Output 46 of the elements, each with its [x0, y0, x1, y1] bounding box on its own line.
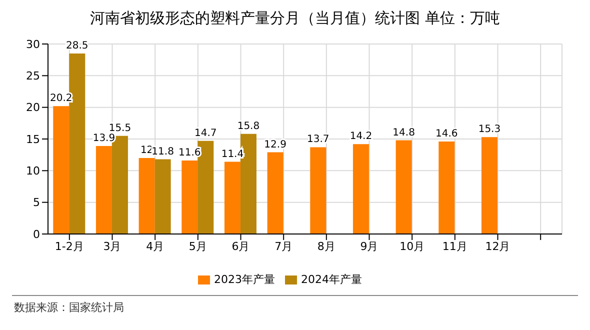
y-tick-label: 30 — [26, 38, 40, 51]
y-tick-label: 0 — [33, 228, 40, 241]
bar — [138, 158, 155, 234]
bar — [267, 152, 284, 234]
x-tick-label: 1-2月 — [54, 240, 84, 253]
data-label: 14.6 — [436, 128, 458, 140]
legend-label: 2024年产量 — [301, 273, 362, 286]
x-tick-label: 3月 — [103, 240, 122, 253]
y-tick-label: 25 — [26, 70, 40, 83]
bar — [182, 160, 198, 234]
bar — [438, 142, 455, 234]
bar — [310, 147, 326, 234]
bar — [481, 137, 498, 234]
x-tick-label: 12月 — [485, 240, 510, 253]
x-tick-label: 6月 — [232, 240, 250, 253]
data-label: 12 — [140, 145, 154, 156]
data-label: 14.7 — [194, 128, 217, 139]
x-tick-label: 8月 — [317, 240, 336, 253]
data-label: 15.5 — [108, 122, 132, 134]
y-tick-label: 20 — [26, 101, 40, 114]
chart-title: 河南省初级形态的塑料产量分月（当月值）统计图 单位：万吨 — [89, 8, 501, 29]
x-tick-label: 4月 — [146, 240, 164, 253]
data-label: 14.8 — [392, 127, 415, 138]
y-tick-label: 10 — [26, 164, 40, 178]
data-label: 15.3 — [478, 124, 501, 136]
bar — [396, 140, 412, 234]
data-label: 13.7 — [307, 134, 330, 146]
x-tick-label: 9月 — [360, 240, 378, 253]
y-tick-label: 5 — [33, 196, 40, 210]
data-label: 15.8 — [237, 120, 260, 132]
data-label: 28.5 — [66, 40, 88, 52]
source-note: 数据来源：国家统计局 — [13, 300, 125, 316]
y-tick-label: 15 — [26, 132, 40, 146]
bar — [352, 144, 369, 234]
x-tick-label: 11月 — [442, 240, 468, 253]
bar — [154, 159, 171, 234]
x-tick-label: 10月 — [400, 240, 425, 253]
data-label: 12.9 — [264, 139, 286, 150]
x-tick-label: 7月 — [274, 240, 293, 253]
data-label: 11.8 — [152, 146, 174, 158]
data-label: 14.2 — [350, 131, 372, 142]
bar — [224, 162, 240, 234]
legend-label: 2023年产量 — [214, 273, 275, 286]
bar — [96, 146, 112, 234]
x-tick-label: 5月 — [188, 240, 207, 253]
bar — [53, 106, 70, 234]
